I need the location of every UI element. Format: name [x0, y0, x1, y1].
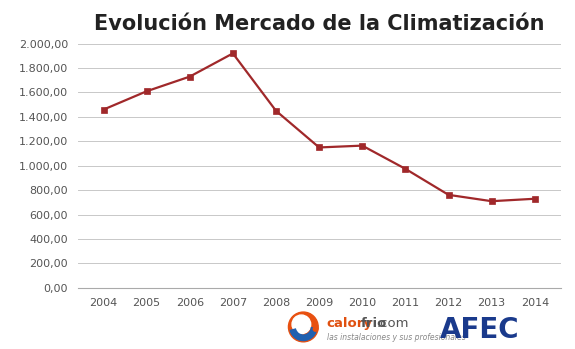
Text: calory: calory [327, 317, 373, 331]
Text: AFEC: AFEC [440, 316, 520, 344]
Title: Evolución Mercado de la Climatización: Evolución Mercado de la Climatización [94, 14, 545, 34]
Circle shape [313, 327, 318, 331]
Circle shape [289, 312, 318, 342]
Wedge shape [290, 328, 317, 341]
Text: las instalaciones y sus profesionales: las instalaciones y sus profesionales [327, 333, 465, 342]
Circle shape [292, 315, 311, 334]
Text: frio: frio [361, 317, 388, 331]
Text: .com: .com [377, 317, 409, 331]
